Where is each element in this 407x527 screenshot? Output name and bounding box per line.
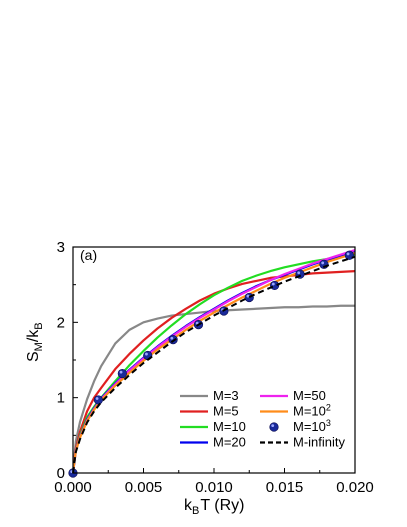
y-tick-label: 2 xyxy=(57,314,65,331)
legend-entry: M=102 xyxy=(260,403,331,419)
legend-label: M=10 xyxy=(213,419,246,434)
data-point-highlight xyxy=(271,282,275,286)
legend-label: M=102 xyxy=(293,403,331,419)
data-point-highlight xyxy=(170,336,174,340)
series-7-line xyxy=(72,255,356,474)
data-point xyxy=(244,292,254,303)
data-point-highlight xyxy=(346,252,350,256)
data-point xyxy=(117,368,127,379)
data-point-highlight xyxy=(119,370,123,374)
legend-entry: M=5 xyxy=(180,404,239,419)
legend-label: M=20 xyxy=(213,435,246,450)
legend-label: M=103 xyxy=(293,418,331,434)
legend-entry: M-infinity xyxy=(260,435,346,450)
legend-label: M=5 xyxy=(213,404,239,419)
y-tick-label: 3 xyxy=(57,239,65,256)
legend-entry: M=10 xyxy=(180,419,246,434)
y-tick-label: 0 xyxy=(57,465,65,482)
legend-entry: M=103 xyxy=(269,418,331,434)
data-point-highlight xyxy=(145,352,148,356)
y-axis-title: SM/kB xyxy=(25,322,45,362)
data-point-highlight xyxy=(297,271,301,275)
x-tick-label: 0.020 xyxy=(336,479,374,496)
legend-entry: M=50 xyxy=(260,388,326,403)
axes: 0.000 0.005 0.010 0.015 0.020 0 1 2 3 xyxy=(54,239,374,496)
legend-marker xyxy=(269,422,279,432)
x-tick-label: 0.000 xyxy=(54,479,92,496)
data-point-highlight xyxy=(95,397,99,400)
x-axis-title: kBT (Ry) xyxy=(184,497,244,517)
x-tick-label: 0.010 xyxy=(195,479,233,496)
legend-marker-highlight xyxy=(271,424,275,427)
legend-entry: M=20 xyxy=(180,435,246,450)
data-point-highlight xyxy=(246,294,250,298)
x-tick-label: 0.005 xyxy=(125,479,163,496)
legend-label: M=50 xyxy=(293,388,326,403)
legend-label: M=3 xyxy=(213,388,239,403)
legend-label: M-infinity xyxy=(293,435,346,450)
x-tick-label: 0.015 xyxy=(266,479,304,496)
panel-label: (a) xyxy=(80,247,97,263)
data-point-highlight xyxy=(321,261,325,265)
legend-entry: M=3 xyxy=(180,388,239,403)
y-tick-label: 1 xyxy=(57,390,65,407)
data-point xyxy=(93,395,103,405)
series-0-line xyxy=(71,304,355,474)
series-layer xyxy=(68,248,356,478)
